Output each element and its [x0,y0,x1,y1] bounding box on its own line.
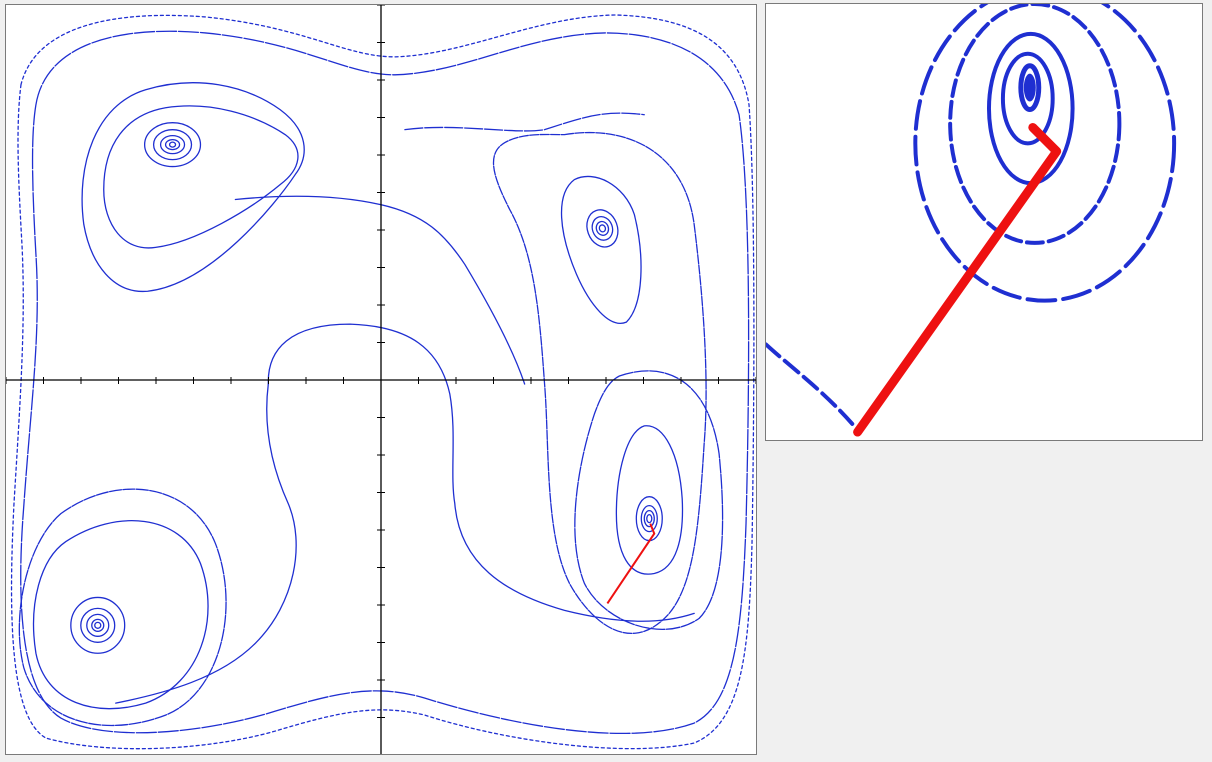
contour-line [164,138,181,151]
contour-line [586,209,619,248]
zoom-minimum-center [1023,73,1036,102]
contour-line [103,105,299,249]
zoom-contour-line [766,342,860,433]
zoom-contour-line [1000,51,1055,146]
zoom-contour-line [948,4,1122,245]
zoom-contour-line [913,4,1177,303]
contour-line [70,596,126,654]
contour-line [234,195,526,385]
zoom-inset-panel[interactable] [765,3,1203,441]
contour-line [10,14,755,750]
zoom-contour-line [1018,63,1042,113]
contour-line [81,82,305,292]
plot-axes [6,5,756,754]
contour-line [615,425,684,575]
contour-line [168,141,177,148]
contour-line [643,510,655,528]
contour-lines [10,14,755,750]
contour-line [20,30,750,735]
contour-line [159,135,186,155]
contour-line [574,370,724,631]
contour-line [560,175,642,324]
contour-plot [6,5,756,754]
contour-line [404,112,645,132]
contour-line [640,505,658,533]
contour-line [646,513,653,524]
contour-line [115,383,297,704]
contour-plot-panel[interactable] [5,4,757,755]
contour-line [143,122,202,168]
contour-line [80,607,116,643]
contour-line [152,129,193,161]
zoom-inset-plot [766,4,1177,437]
descent-path [606,523,656,604]
contour-line [598,224,607,233]
contour-line [18,488,227,727]
contour-line [91,618,105,632]
contour-line [267,323,695,622]
contour-line [492,131,707,634]
zoom-descent-path-line [853,122,1062,437]
contour-line [86,613,110,637]
contour-line [591,216,614,241]
zoom-contour-lines [766,4,1177,433]
contour-line [595,220,610,236]
descent-path-line [606,523,656,604]
contour-line [635,496,663,542]
contour-line [94,621,102,629]
contour-line [32,520,209,710]
zoom-descent-path [853,122,1062,437]
